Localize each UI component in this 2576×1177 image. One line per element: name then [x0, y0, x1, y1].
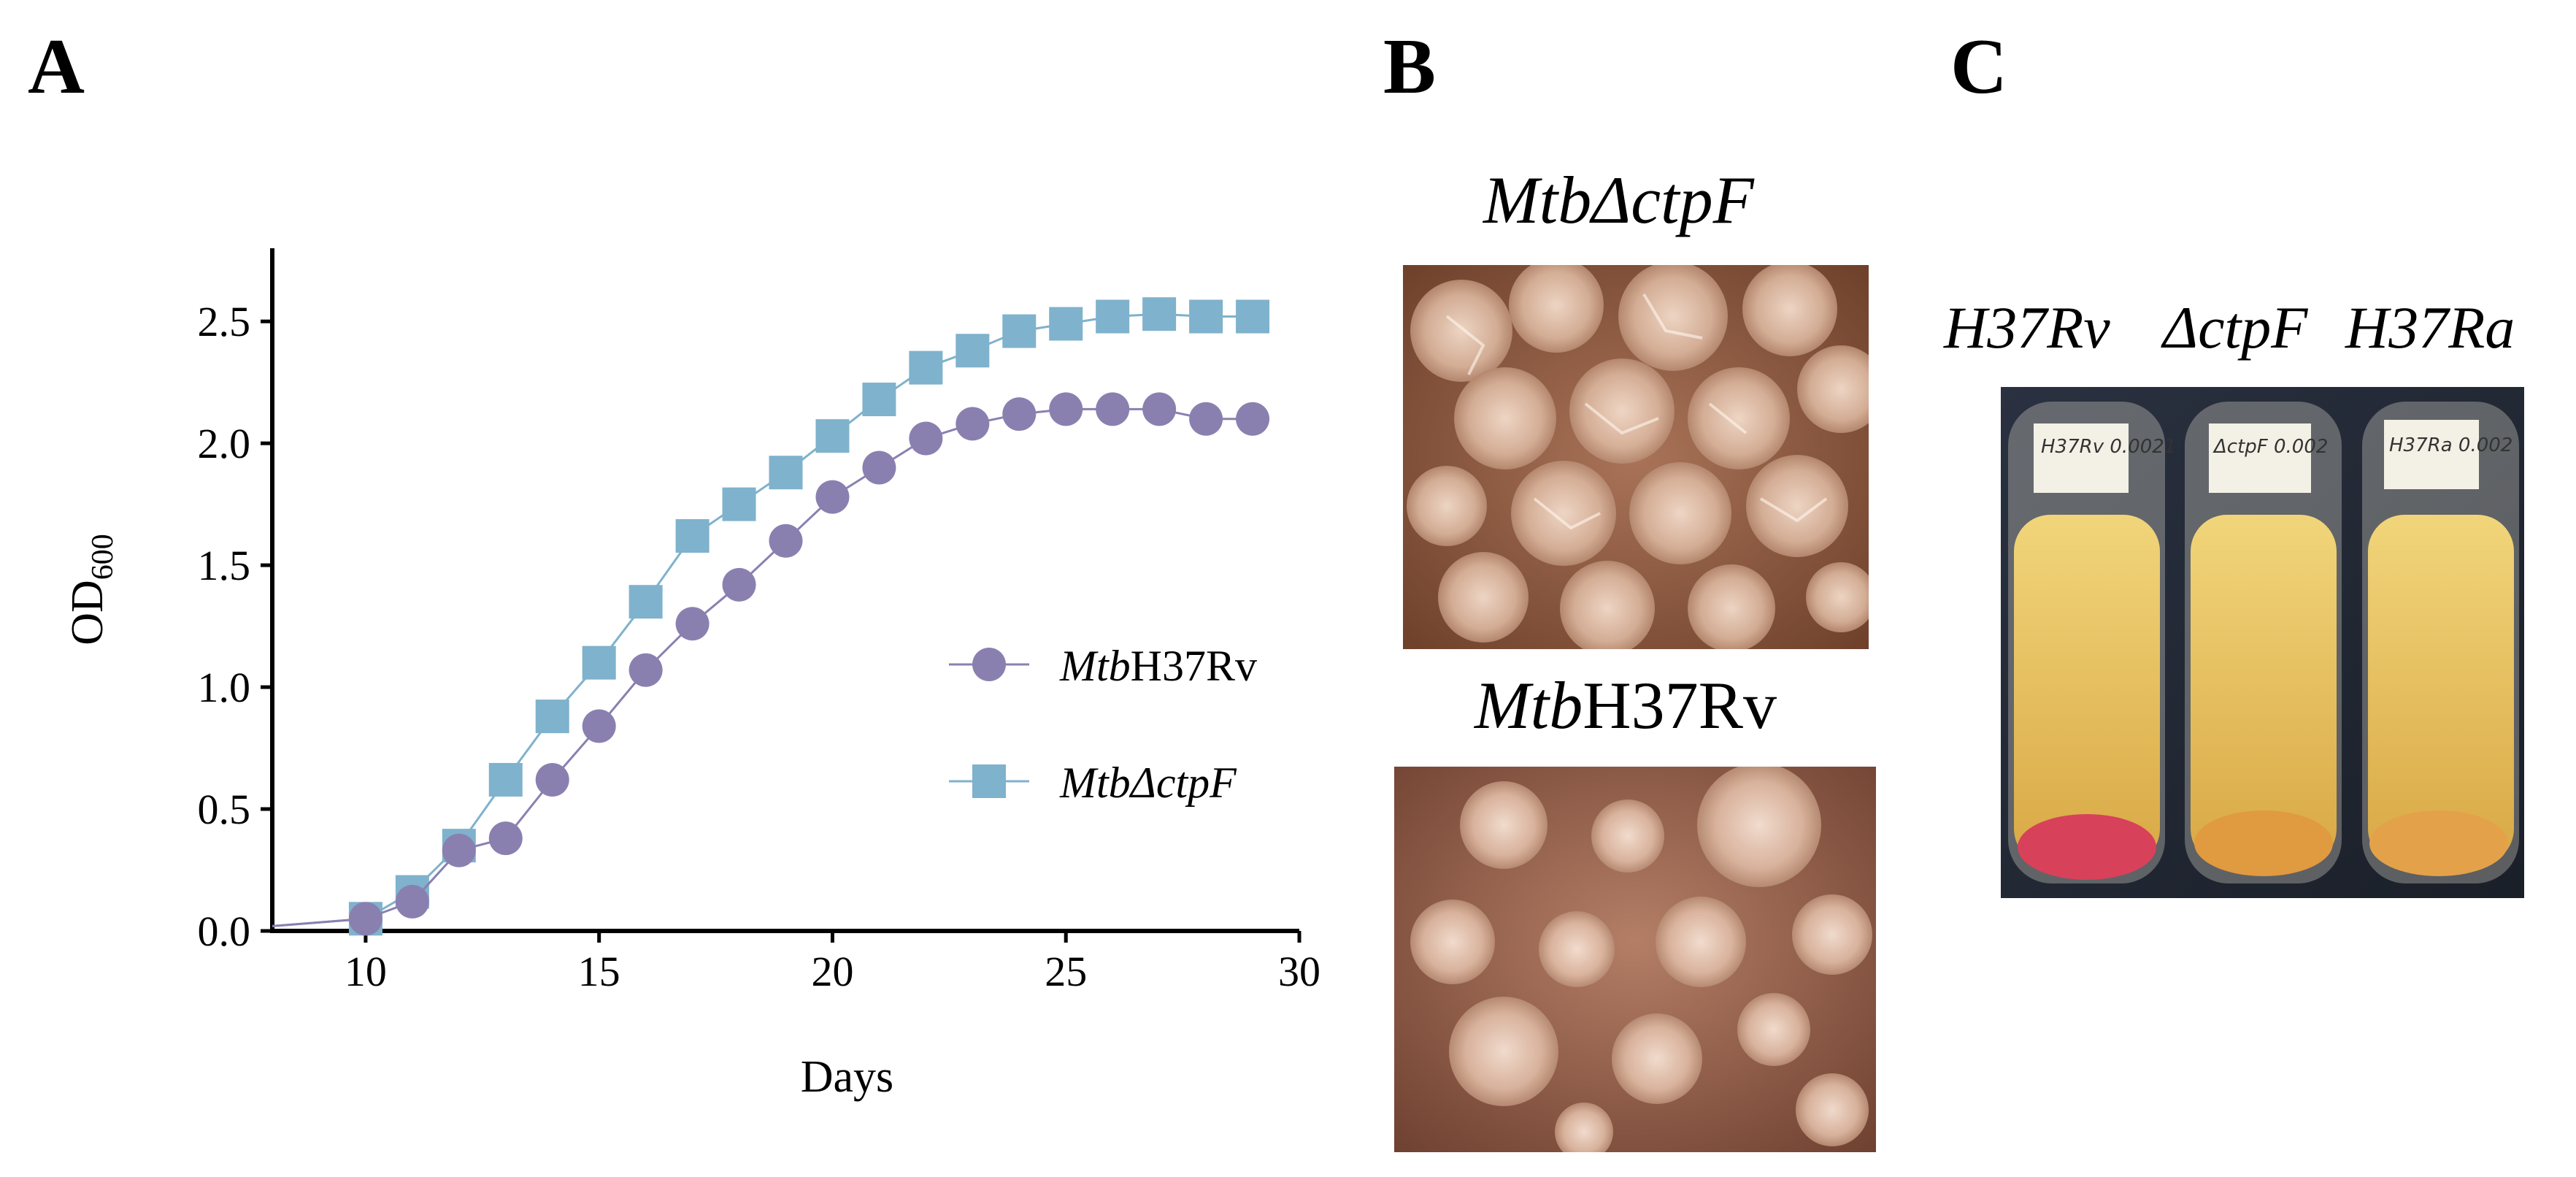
tube-label-ctpf: ΔctpF: [2163, 294, 2308, 361]
data-point-series-0: [535, 762, 569, 797]
data-point-series-1: [582, 645, 616, 680]
data-point-series-1: [1096, 299, 1130, 334]
legend-label-italic: MtbΔctpF: [1059, 759, 1237, 807]
data-point-series-1: [675, 519, 710, 553]
legend-label-1: MtbΔctpF: [1059, 759, 1237, 807]
data-point-series-0: [1049, 392, 1083, 426]
colony-photo-title-ctpf: MtbΔctpF: [1483, 163, 1754, 237]
data-point-series-0: [628, 653, 663, 687]
data-point-series-1: [1189, 299, 1223, 334]
colony-photo-h37rv: [1394, 767, 1876, 1152]
chart-axes: 10 15 20 25 30 0.0 0.5 1.0 1.5 2.0 2.5 Days OD600: [63, 248, 1320, 1102]
colony-photo-title-h37rv: MtbH37Rv: [1475, 668, 1777, 743]
data-point-series-1: [769, 456, 803, 490]
data-point-series-1: [862, 383, 896, 417]
legend-marker-0: [972, 648, 1006, 681]
data-point-series-1: [1049, 307, 1083, 341]
tube-cap-ctpf: ΔctpF 0.002: [2212, 436, 2328, 458]
data-point-series-1: [1236, 299, 1270, 334]
chart-series: [272, 297, 1270, 936]
tube-cap-h37rv: H37Rv 0.0021: [2041, 436, 2176, 458]
legend-label-plain: H37Rv: [1131, 642, 1257, 690]
tube-cap-h37ra: H37Ra 0.002: [2389, 434, 2512, 456]
data-point-series-0: [956, 407, 990, 441]
data-point-series-0: [675, 607, 710, 641]
tube-label-h37rv: H37Rv: [1944, 294, 2110, 361]
x-axis-label: Days: [801, 1052, 893, 1102]
data-point-series-0: [442, 833, 476, 867]
y-tick-label: 1.0: [198, 664, 251, 711]
data-point-series-1: [722, 487, 756, 521]
culture-tubes-photo: H37Rv 0.0021 ΔctpF 0.002 H37Ra 0.002: [2001, 387, 2524, 898]
colony-photo-ctpf: [1403, 265, 1869, 649]
data-point-series-1: [535, 699, 569, 734]
data-point-series-0: [1189, 402, 1223, 436]
data-point-series-0: [1236, 402, 1270, 436]
legend-label-italic: Mtb: [1059, 642, 1131, 690]
panel-a-letter: A: [28, 23, 85, 110]
y-tick-label: 2.0: [198, 420, 251, 467]
legend-label-0: MtbH37Rv: [1059, 642, 1257, 690]
data-point-series-1: [1142, 297, 1177, 331]
data-point-series-1: [909, 350, 943, 385]
tube-label-h37ra: H37Ra: [2345, 294, 2515, 361]
data-point-series-1: [956, 334, 990, 368]
data-point-series-0: [769, 524, 803, 558]
y-tick-label: 1.5: [198, 542, 251, 589]
panel-c-letter: C: [1950, 23, 2007, 110]
y-tick-label: 2.5: [198, 298, 251, 345]
data-point-series-0: [722, 567, 756, 602]
data-point-series-0: [582, 709, 616, 743]
data-point-series-0: [488, 821, 523, 856]
x-tick-label: 30: [1278, 948, 1320, 995]
x-tick-label: 10: [345, 948, 387, 995]
data-point-series-0: [348, 902, 382, 936]
data-point-series-0: [862, 451, 896, 485]
growth-curve-chart: 10 15 20 25 30 0.0 0.5 1.0 1.5 2.0 2.5 Days OD600 Mt…: [63, 248, 1320, 1102]
data-point-series-1: [815, 419, 850, 453]
x-tick-label: 15: [578, 948, 620, 995]
data-point-series-1: [628, 585, 663, 619]
data-point-series-0: [909, 421, 943, 456]
data-point-series-1: [1002, 314, 1037, 348]
y-tick-label: 0.5: [198, 786, 251, 833]
panel-b-letter: B: [1383, 23, 1437, 110]
y-axis-label-subscript: 600: [86, 534, 120, 580]
x-tick-label: 20: [811, 948, 853, 995]
data-point-series-0: [1002, 397, 1037, 432]
data-point-series-0: [1142, 392, 1177, 426]
y-tick-label: 0.0: [198, 908, 251, 955]
data-point-series-0: [815, 480, 850, 514]
chart-legend: MtbH37Rv MtbΔctpF: [949, 642, 1257, 807]
y-axis-label: OD600: [63, 534, 120, 645]
x-tick-label: 25: [1045, 948, 1087, 995]
data-point-series-0: [395, 884, 429, 919]
y-axis-label-main: OD: [63, 580, 112, 645]
data-point-series-1: [488, 762, 523, 797]
legend-marker-1: [972, 764, 1006, 798]
data-point-series-0: [1096, 392, 1130, 426]
